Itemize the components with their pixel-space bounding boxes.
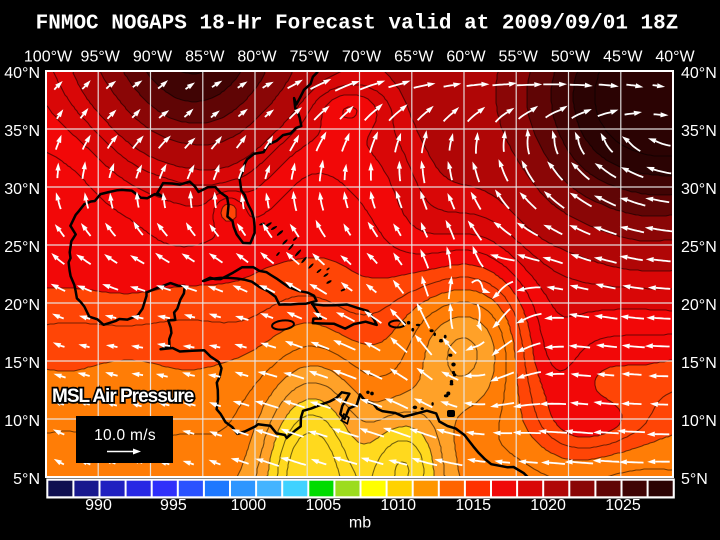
svg-text:35°N: 35°N [4,123,40,140]
svg-text:70°W: 70°W [342,49,382,66]
svg-text:1015: 1015 [455,497,491,514]
svg-text:35°N: 35°N [681,123,717,140]
svg-text:FNMOC NOGAPS 18-Hr Forecast va: FNMOC NOGAPS 18-Hr Forecast valid at 200… [36,13,679,36]
svg-text:65°W: 65°W [394,49,434,66]
svg-text:995: 995 [160,497,187,514]
svg-text:55°W: 55°W [499,49,539,66]
svg-text:30°N: 30°N [681,181,717,198]
svg-text:10.0 m/s: 10.0 m/s [94,427,156,444]
svg-text:mb: mb [349,515,371,532]
svg-text:15°N: 15°N [4,355,40,372]
svg-text:20°N: 20°N [4,297,40,314]
svg-text:25°N: 25°N [4,239,40,256]
svg-text:15°N: 15°N [681,355,717,372]
svg-text:30°N: 30°N [4,181,40,198]
svg-text:100°W: 100°W [24,49,73,66]
svg-text:40°W: 40°W [655,49,695,66]
svg-text:25°N: 25°N [681,239,717,256]
svg-text:5°N: 5°N [13,471,40,488]
svg-text:60°W: 60°W [446,49,486,66]
svg-text:40°N: 40°N [4,65,40,82]
svg-text:95°W: 95°W [81,49,121,66]
svg-text:75°W: 75°W [290,49,330,66]
svg-text:MSL Air Pressure: MSL Air Pressure [52,386,194,407]
svg-text:5°N: 5°N [681,471,708,488]
svg-text:20°N: 20°N [681,297,717,314]
svg-text:10°N: 10°N [681,413,717,430]
svg-text:10°N: 10°N [4,413,40,430]
svg-text:80°W: 80°W [237,49,277,66]
svg-text:1005: 1005 [306,497,342,514]
svg-text:50°W: 50°W [551,49,591,66]
svg-text:90°W: 90°W [133,49,173,66]
svg-text:1010: 1010 [380,497,416,514]
svg-text:990: 990 [85,497,112,514]
svg-text:85°W: 85°W [185,49,225,66]
svg-text:1020: 1020 [530,497,566,514]
svg-text:1000: 1000 [231,497,267,514]
svg-text:45°W: 45°W [603,49,643,66]
svg-text:1025: 1025 [605,497,641,514]
svg-text:40°N: 40°N [681,65,717,82]
